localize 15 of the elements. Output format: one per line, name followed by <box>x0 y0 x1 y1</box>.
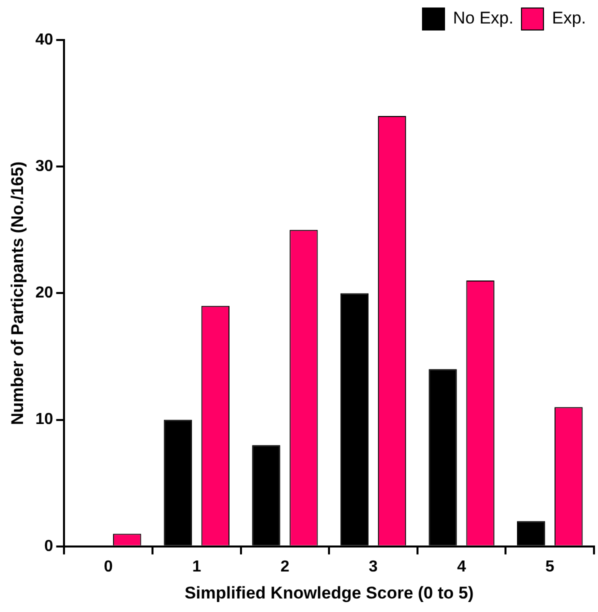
y-tick-label: 20 <box>35 284 54 302</box>
y-tick-label: 10 <box>35 411 54 428</box>
x-tick-label: 2 <box>280 558 290 576</box>
legend-label: No Exp. <box>453 8 514 28</box>
x-tick-label: 4 <box>457 558 466 576</box>
x-tick-label: 0 <box>104 558 113 576</box>
x-axis-title: Simplified Knowledge Score (0 to 5) <box>184 583 474 602</box>
y-axis-title: Number of Participants (No./165) <box>8 161 27 425</box>
y-tick-label: 30 <box>35 158 54 176</box>
legend-label: Exp. <box>552 8 586 28</box>
x-tick-label: 3 <box>368 558 378 576</box>
y-tick-label: 0 <box>44 538 54 555</box>
x-tick-label: 1 <box>192 558 202 576</box>
x-tick-label: 5 <box>545 558 554 576</box>
y-tick-label: 40 <box>35 31 54 48</box>
